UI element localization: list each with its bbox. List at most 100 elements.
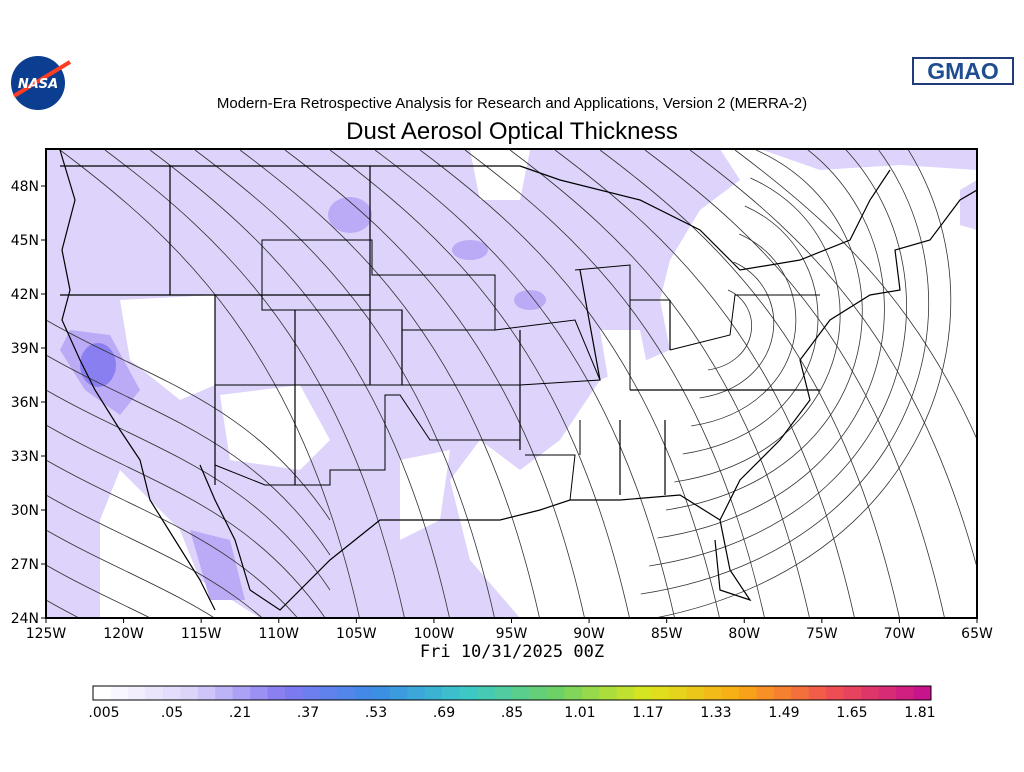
state-borders — [214, 239, 820, 501]
colorbar-label: .37 — [297, 705, 319, 721]
colorbar-swatch — [808, 686, 827, 700]
colorbar-swatch — [180, 686, 199, 700]
streamline — [651, 149, 952, 618]
colorbar-swatch — [721, 686, 740, 700]
streamline — [419, 149, 720, 618]
nasa-logo: NASA — [11, 56, 72, 110]
streamline — [239, 149, 540, 618]
streamline — [691, 233, 797, 427]
colorbar-swatch — [756, 686, 775, 700]
title: Dust Aerosol Optical Thickness — [346, 118, 678, 145]
streamline — [104, 149, 405, 618]
lon-label: 100W — [414, 626, 455, 642]
colorbar-swatch — [546, 686, 565, 700]
colorbar-label: 1.49 — [768, 705, 799, 721]
streamline — [674, 177, 841, 483]
colorbar-swatch — [704, 686, 722, 700]
streamline — [46, 389, 331, 591]
colorbar-swatch — [250, 686, 269, 700]
streamline — [707, 289, 752, 371]
colorbar-swatch — [337, 686, 356, 700]
gmao-text: GMAO — [927, 58, 999, 84]
colorbar-swatch — [302, 686, 321, 700]
colorbar-swatch — [616, 686, 635, 700]
lat-label: 39N — [11, 341, 39, 357]
streamline — [46, 529, 216, 618]
streamline — [649, 149, 907, 567]
colorbar-swatch — [127, 686, 146, 700]
streamline — [46, 319, 331, 521]
lat-label: 48N — [11, 179, 39, 195]
streamline — [509, 149, 810, 618]
colorbar-swatch — [442, 686, 461, 700]
colorbar-swatch — [843, 686, 862, 700]
colorbar-swatch — [93, 686, 111, 700]
streamline — [329, 149, 630, 618]
lat-label: 30N — [11, 503, 39, 519]
lon-label: 90W — [573, 626, 605, 642]
streamline — [374, 149, 675, 618]
lon-label: 125W — [26, 626, 67, 642]
lon-label: 85W — [651, 626, 683, 642]
subtitle: Modern-Era Retrospective Analysis for Re… — [217, 95, 807, 112]
lon-label: 115W — [181, 626, 222, 642]
colorbar-swatch — [459, 686, 478, 700]
colorbar-swatch — [896, 686, 915, 700]
dust-max — [80, 343, 116, 387]
colorbar-label: 1.01 — [564, 705, 595, 721]
colorbar-swatch — [878, 686, 897, 700]
lon-label: 65W — [961, 626, 993, 642]
colorbar-swatch — [564, 686, 583, 700]
colorbar-swatch — [162, 686, 181, 700]
lon-label: 75W — [806, 626, 838, 642]
colorbar-swatch — [319, 686, 338, 700]
streamline — [734, 149, 977, 441]
streamline — [194, 149, 495, 618]
colorbar-swatch — [634, 686, 653, 700]
colorbar-swatch — [512, 686, 530, 700]
streamline — [46, 354, 331, 556]
streamline — [59, 149, 360, 618]
streamline — [599, 149, 900, 618]
colorbar-swatch — [494, 686, 513, 700]
streamline — [149, 149, 450, 618]
colorbar-swatch — [529, 686, 548, 700]
colorbar-label: .69 — [433, 705, 455, 721]
colorbar-swatch — [477, 686, 496, 700]
colorbar-label: .85 — [501, 705, 523, 721]
streamlines — [46, 149, 977, 618]
colorbar-label: .05 — [161, 705, 183, 721]
streamline — [284, 149, 585, 618]
colorbar-label: 1.65 — [836, 705, 867, 721]
lat-label: 27N — [11, 557, 39, 573]
colorbar: .005 .05 .21 .37 .53 .69 .85 1.01 1.17 1.33 1.49 1.… — [88, 685, 936, 721]
colorbar-swatch — [826, 686, 845, 700]
gmao-logo: GMAO — [912, 57, 1014, 85]
map-area — [46, 149, 977, 618]
colorbar-swatch — [232, 686, 251, 700]
colorbar-swatch — [773, 686, 792, 700]
lat-label: 33N — [11, 449, 39, 465]
colorbar-frame — [92, 685, 932, 701]
colorbar-label: 1.33 — [700, 705, 731, 721]
colorbar-swatch — [669, 686, 688, 700]
lon-label: 70W — [884, 626, 916, 642]
lon-label: 95W — [496, 626, 528, 642]
colorbar-swatch — [285, 686, 303, 700]
colorbar-swatch — [145, 686, 164, 700]
streamline — [46, 424, 326, 618]
lon-label: 80W — [728, 626, 760, 642]
colorbar-swatch — [424, 686, 443, 700]
colorbar-swatch — [913, 686, 932, 700]
colorbar-swatch — [354, 686, 373, 700]
colorbar-swatch — [197, 686, 216, 700]
streamline — [464, 149, 765, 618]
colorbar-label: 1.81 — [904, 705, 935, 721]
colorbar-swatch — [407, 686, 426, 700]
colorbar-swatch — [791, 686, 810, 700]
lat-label: 45N — [11, 233, 39, 249]
valid-time: Fri 10/31/2025 00Z — [420, 642, 604, 662]
dust-field — [46, 149, 977, 618]
